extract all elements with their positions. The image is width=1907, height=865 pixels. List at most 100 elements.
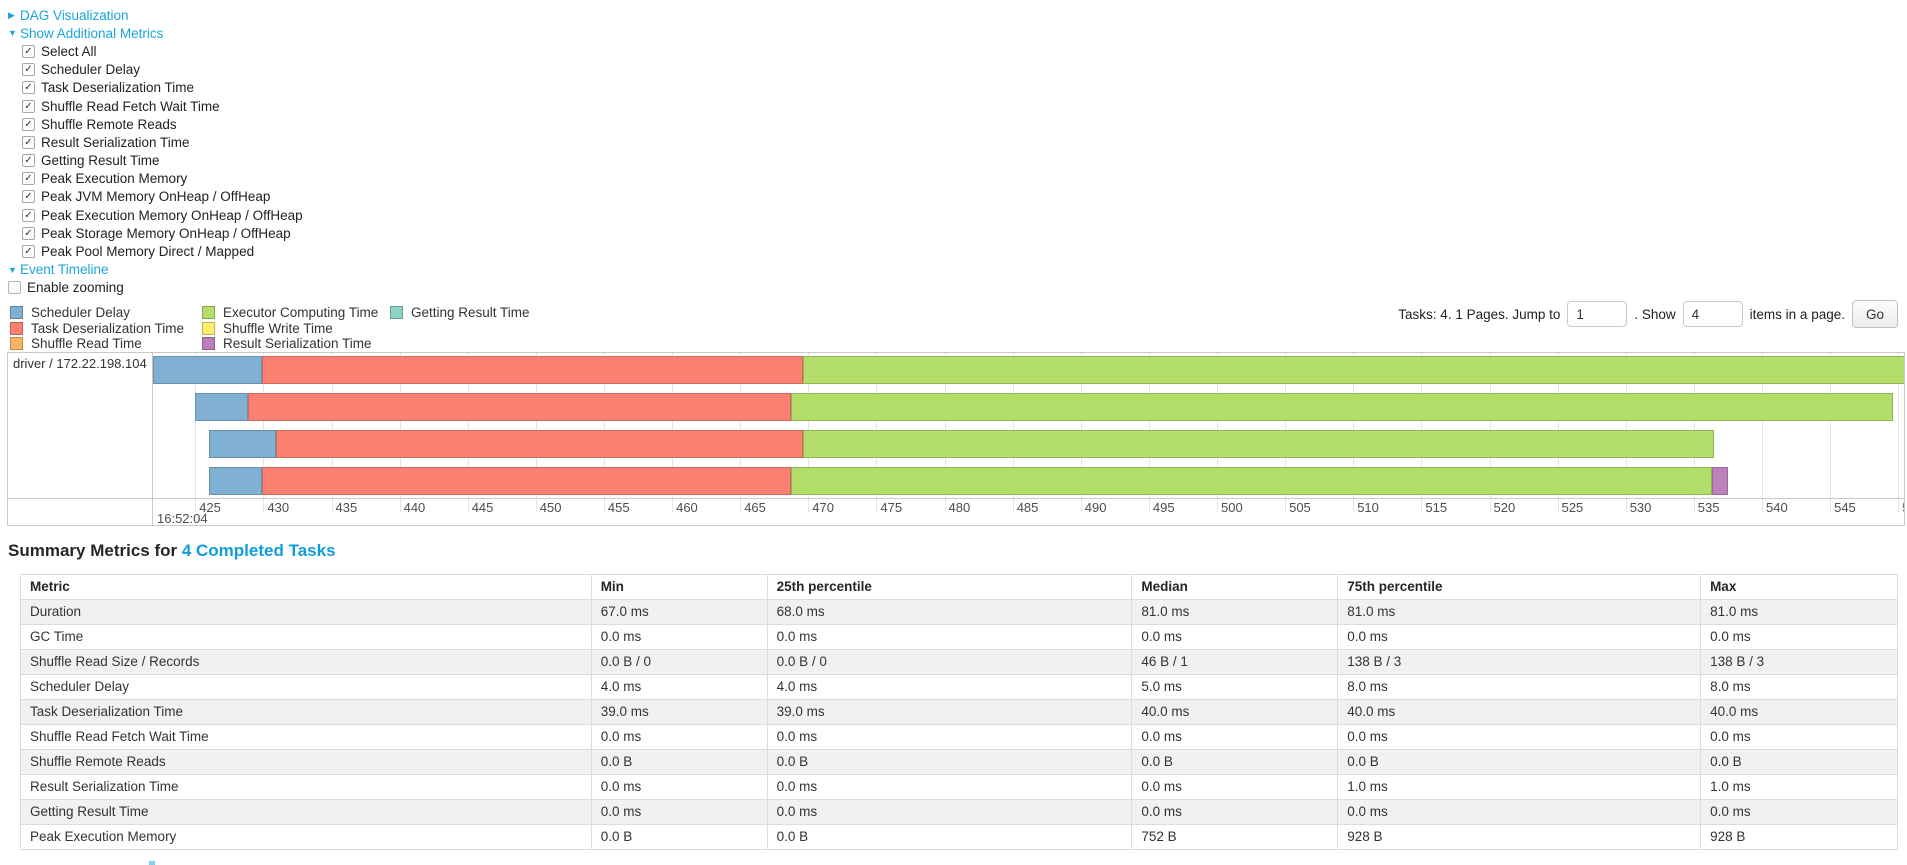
legend-label: Shuffle Write Time xyxy=(223,320,333,336)
metric-value-cell: 0.0 B / 0 xyxy=(590,649,768,675)
metric-checkbox-peak-execution-memory-onheap-offheap[interactable]: ✓ Peak Execution Memory OnHeap / OffHeap xyxy=(22,206,303,224)
metric-value-cell: 0.0 B xyxy=(766,749,1133,775)
axis-tick-label: 460 xyxy=(676,500,698,515)
metric-checkbox-getting-result-time[interactable]: ✓ Getting Result Time xyxy=(22,152,303,170)
metric-checkbox-peak-jvm-memory-onheap-offheap[interactable]: ✓ Peak JVM Memory OnHeap / OffHeap xyxy=(22,188,303,206)
metric-checkbox-task-deserialization-time[interactable]: ✓ Task Deserialization Time xyxy=(22,79,303,97)
task-pagination: Tasks: 4. 1 Pages. Jump to . Show items … xyxy=(1398,299,1898,329)
column-header-max: Max xyxy=(1700,574,1898,600)
metric-value-cell: 5.0 ms xyxy=(1131,674,1339,700)
column-header-25th-percentile: 25th percentile xyxy=(766,574,1133,600)
axis-tick-label: 470 xyxy=(812,500,834,515)
task-1-executor-computing-bar[interactable] xyxy=(802,356,1904,384)
metric-checkbox-result-serialization-time[interactable]: ✓ Result Serialization Time xyxy=(22,133,303,151)
completed-tasks-link[interactable]: 4 Completed Tasks xyxy=(181,541,336,560)
metric-checkbox-shuffle-read-fetch-wait-time[interactable]: ✓ Shuffle Read Fetch Wait Time xyxy=(22,97,303,115)
metric-value-cell: 0.0 ms xyxy=(1337,624,1702,650)
checkbox-checked-icon[interactable]: ✓ xyxy=(22,135,35,149)
column-header-min: Min xyxy=(590,574,768,600)
table-row-task-deserialization-time: Task Deserialization Time 39.0 ms 39.0 ms 4… xyxy=(20,699,1898,725)
checkbox-checked-icon[interactable]: ✓ xyxy=(22,190,35,204)
table-row-duration: Duration 67.0 ms 68.0 ms 81.0 ms 81.0 ms 81.0… xyxy=(20,599,1898,625)
metric-checkbox-scheduler-delay[interactable]: ✓ Scheduler Delay xyxy=(22,61,303,79)
metric-value-cell: 0.0 B xyxy=(590,824,768,850)
metric-checkbox-peak-storage-memory-onheap-offheap[interactable]: ✓ Peak Storage Memory OnHeap / OffHeap xyxy=(22,224,303,242)
axis-tick-label: 490 xyxy=(1084,500,1107,515)
task-1-scheduler-delay-bar[interactable] xyxy=(153,356,262,384)
task-4-result-serialization-bar[interactable] xyxy=(1711,467,1728,495)
items-in-page-text: items in a page. xyxy=(1749,306,1845,322)
checkbox-label: Select All xyxy=(41,43,97,59)
legend-item-result-serialization-time: Result Serialization Time xyxy=(202,336,390,352)
checkbox-checked-icon[interactable]: ✓ xyxy=(22,99,35,113)
legend-item-task-deserialization-time: Task Deserialization Time xyxy=(10,321,202,337)
shuffle-write-time-swatch-icon xyxy=(202,321,215,335)
axis-tick-label: 520 xyxy=(1493,500,1516,515)
metric-checkbox-peak-pool-memory-direct-mapped[interactable]: ✓ Peak Pool Memory Direct / Mapped xyxy=(22,242,303,260)
legend-label: Task Deserialization Time xyxy=(31,320,185,336)
axis-tick-label: 540 xyxy=(1766,500,1788,515)
axis-tick-label: 465 xyxy=(744,500,766,515)
metric-checkbox-select-all[interactable]: ✓ Select All xyxy=(22,42,303,60)
page-size-input[interactable] xyxy=(1682,301,1743,327)
metric-name-cell: Shuffle Remote Reads xyxy=(20,749,592,775)
checkbox-checked-icon[interactable]: ✓ xyxy=(22,117,35,131)
task-4-scheduler-delay-bar[interactable] xyxy=(208,467,262,495)
metric-value-cell: 4.0 ms xyxy=(766,674,1133,700)
axis-tick-label: 435 xyxy=(335,500,358,515)
task-2-scheduler-delay-bar[interactable] xyxy=(195,393,249,421)
axis-tick-label: 495 xyxy=(1152,500,1175,515)
metric-value-cell: 0.0 ms xyxy=(590,724,768,750)
event-timeline-toggle[interactable]: ▼ Event Timeline xyxy=(8,261,303,279)
metric-checkbox-shuffle-remote-reads[interactable]: ✓ Shuffle Remote Reads xyxy=(22,115,303,133)
dag-visualization-toggle[interactable]: ▶ DAG Visualization xyxy=(8,6,303,24)
metric-value-cell: 0.0 ms xyxy=(766,774,1133,800)
enable-zooming-checkbox-row[interactable]: Enable zooming xyxy=(8,279,303,297)
go-button[interactable]: Go xyxy=(1851,300,1898,328)
metric-value-cell: 0.0 ms xyxy=(1131,799,1339,825)
timeline-plot-area xyxy=(153,353,1904,525)
metric-value-cell: 40.0 ms xyxy=(1700,699,1898,725)
axis-tick-label: 500 xyxy=(1221,500,1243,515)
dag-visualization-label: DAG Visualization xyxy=(20,7,129,23)
legend-item-getting-result-time: Getting Result Time xyxy=(390,305,530,321)
metric-value-cell: 928 B xyxy=(1700,824,1898,850)
checkbox-checked-icon[interactable]: ✓ xyxy=(22,172,35,186)
table-row-scheduler-delay: Scheduler Delay 4.0 ms 4.0 ms 5.0 ms 8.0 ms 8… xyxy=(20,674,1898,700)
show-text: . Show xyxy=(1634,306,1676,322)
checkbox-label: Peak JVM Memory OnHeap / OffHeap xyxy=(41,189,271,205)
task-4-task-deserialization-bar[interactable] xyxy=(262,467,791,495)
executor-computing-time-swatch-icon xyxy=(202,306,215,320)
show-additional-metrics-toggle[interactable]: ▼ Show Additional Metrics xyxy=(8,24,303,42)
metric-value-cell: 928 B xyxy=(1337,824,1702,850)
task-3-scheduler-delay-bar[interactable] xyxy=(208,430,276,458)
task-4-executor-computing-bar[interactable] xyxy=(790,467,1712,495)
metric-value-cell: 46 B / 1 xyxy=(1131,649,1339,675)
checkbox-unchecked-icon[interactable] xyxy=(8,281,21,295)
axis-tick-label: 535 xyxy=(1697,500,1720,515)
metric-value-cell: 0.0 ms xyxy=(766,624,1133,650)
metric-checkbox-peak-execution-memory[interactable]: ✓ Peak Execution Memory xyxy=(22,170,303,188)
metric-value-cell: 68.0 ms xyxy=(766,599,1133,625)
metric-value-cell: 0.0 ms xyxy=(1131,724,1339,750)
metric-value-cell: 0.0 ms xyxy=(766,724,1133,750)
table-row-shuffle-read-fetch-wait-time: Shuffle Read Fetch Wait Time 0.0 ms 0.0 ms… xyxy=(20,724,1898,750)
metric-value-cell: 0.0 B / 0 xyxy=(766,649,1133,675)
stage-page-controls: ▶ DAG Visualization ▼ Show Additional Me… xyxy=(8,6,303,297)
checkbox-checked-icon[interactable]: ✓ xyxy=(22,81,35,95)
metric-value-cell: 0.0 ms xyxy=(1700,799,1898,825)
checkbox-checked-icon[interactable]: ✓ xyxy=(22,154,35,168)
checkbox-checked-icon[interactable]: ✓ xyxy=(22,44,35,58)
task-1-task-deserialization-bar[interactable] xyxy=(262,356,803,384)
task-2-task-deserialization-bar[interactable] xyxy=(248,393,791,421)
task-3-task-deserialization-bar[interactable] xyxy=(275,430,803,458)
checkbox-checked-icon[interactable]: ✓ xyxy=(22,245,35,259)
checkbox-checked-icon[interactable]: ✓ xyxy=(22,208,35,222)
jump-to-page-input[interactable] xyxy=(1567,301,1628,327)
checkbox-checked-icon[interactable]: ✓ xyxy=(22,63,35,77)
checkbox-label: Scheduler Delay xyxy=(41,62,141,78)
task-2-executor-computing-bar[interactable] xyxy=(790,393,1893,421)
checkbox-checked-icon[interactable]: ✓ xyxy=(22,226,35,240)
task-3-executor-computing-bar[interactable] xyxy=(802,430,1715,458)
metric-value-cell: 0.0 ms xyxy=(1131,624,1339,650)
